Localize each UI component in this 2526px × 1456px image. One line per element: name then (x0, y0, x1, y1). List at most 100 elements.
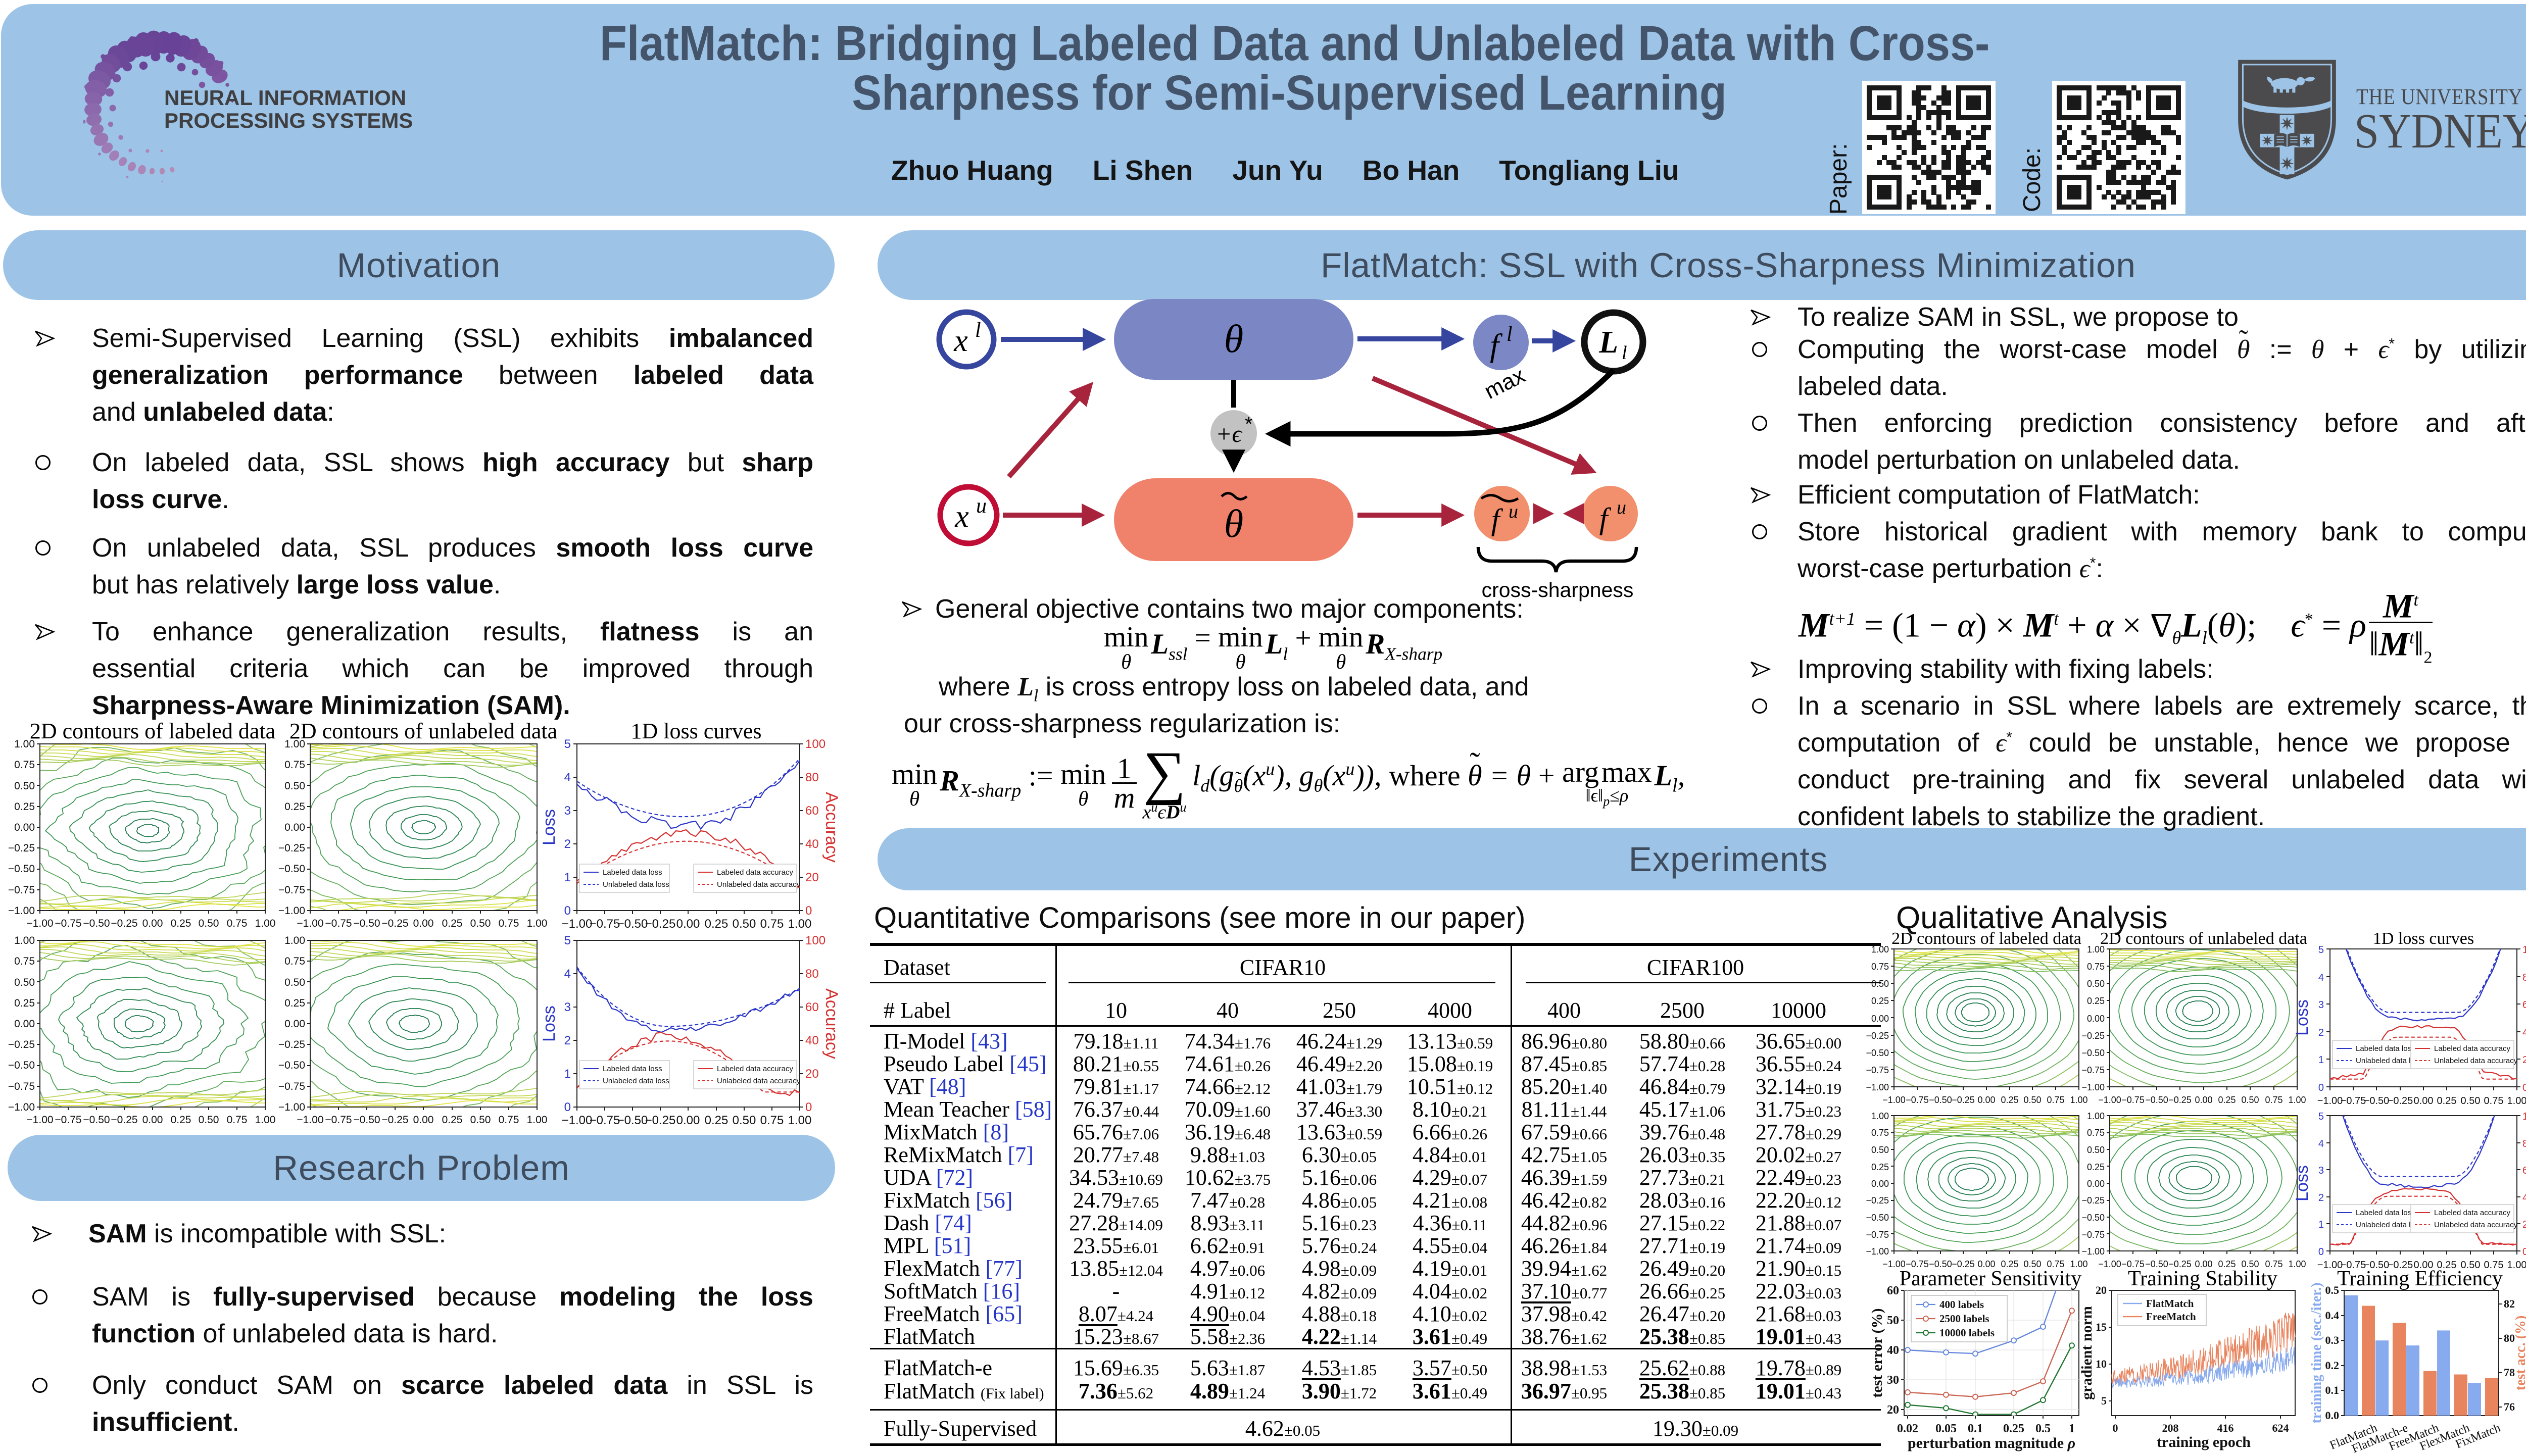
svg-text:Labeled data loss: Labeled data loss (603, 1065, 662, 1073)
svg-text:Labeled data accuracy: Labeled data accuracy (2434, 1044, 2510, 1053)
svg-text:624: 624 (2272, 1422, 2289, 1434)
svg-text:0.25: 0.25 (705, 917, 728, 931)
svg-text:−1.00: −1.00 (2317, 1260, 2343, 1271)
svg-text:60: 60 (805, 1000, 819, 1014)
svg-text:θ: θ (1224, 317, 1243, 361)
svg-text:0: 0 (805, 904, 812, 918)
svg-text:0.0: 0.0 (2325, 1409, 2340, 1422)
svg-text:0.25: 0.25 (171, 918, 191, 929)
svg-text:0.75: 0.75 (2265, 1095, 2282, 1105)
svg-text:Loss: Loss (540, 809, 559, 845)
svg-text:−1.00: −1.00 (1882, 1259, 1906, 1269)
svg-text:0.25: 0.25 (1871, 996, 1889, 1006)
svg-text:Unlabeled data accuracy: Unlabeled data accuracy (2434, 1221, 2518, 1229)
svg-text:0: 0 (805, 1100, 812, 1114)
svg-text:0.50: 0.50 (199, 918, 219, 929)
svg-text:80: 80 (805, 771, 819, 784)
svg-text:−1.00: −1.00 (1882, 1095, 1906, 1105)
svg-text:FreeMatch: FreeMatch (2146, 1311, 2196, 1323)
svg-text:0.50: 0.50 (14, 780, 35, 792)
svg-text:0.25: 0.25 (2437, 1260, 2457, 1271)
svg-text:Unlabeled data loss: Unlabeled data loss (603, 1077, 669, 1085)
svg-text:Loss: Loss (2293, 1165, 2312, 1201)
svg-text:−1.00: −1.00 (8, 905, 35, 917)
svg-text:−1.00: −1.00 (8, 1101, 35, 1113)
svg-text:−1.00: −1.00 (2081, 1246, 2105, 1257)
svg-text:0.00: 0.00 (2195, 1259, 2212, 1269)
svg-text:−0.75: −0.75 (325, 1114, 352, 1126)
svg-text:0.00: 0.00 (142, 1114, 163, 1126)
svg-text:0.50: 0.50 (1871, 1145, 1889, 1155)
svg-text:Labeled data accuracy: Labeled data accuracy (717, 1065, 793, 1073)
svg-text:Unlabeled data accuracy: Unlabeled data accuracy (717, 880, 801, 889)
svg-text:0.1: 0.1 (2325, 1384, 2340, 1396)
svg-text:−0.25: −0.25 (381, 918, 408, 929)
svg-text:−0.25: −0.25 (8, 1039, 35, 1050)
svg-text:−0.75: −0.75 (1866, 1230, 1889, 1240)
svg-text:0.50: 0.50 (2023, 1095, 2041, 1105)
svg-text:0.25: 0.25 (284, 997, 305, 1009)
svg-text:80: 80 (2522, 972, 2526, 983)
svg-text:gradient norm: gradient norm (2078, 1306, 2095, 1400)
svg-text:0.75: 0.75 (284, 759, 305, 771)
svg-text:0.25: 0.25 (2218, 1259, 2236, 1269)
svg-text:−0.50: −0.50 (1866, 1213, 1889, 1223)
svg-text:0.00: 0.00 (284, 1018, 305, 1030)
svg-text:0.00: 0.00 (2087, 1179, 2105, 1189)
svg-text:Unlabeled data loss: Unlabeled data loss (603, 880, 669, 889)
svg-text:0.00: 0.00 (676, 1114, 700, 1127)
svg-text:0.25: 0.25 (2001, 1259, 2018, 1269)
svg-text:−0.75: −0.75 (2121, 1259, 2145, 1269)
svg-text:60: 60 (1887, 1284, 1899, 1297)
svg-text:u: u (976, 494, 987, 518)
svg-text:1.00: 1.00 (527, 1114, 548, 1126)
svg-text:0.00: 0.00 (1871, 1179, 1889, 1189)
svg-text:1: 1 (2318, 1219, 2324, 1230)
svg-text:−0.75: −0.75 (2341, 1260, 2366, 1271)
svg-text:0.50: 0.50 (2087, 979, 2105, 989)
svg-text:0.25: 0.25 (705, 1114, 728, 1127)
svg-text:0.75: 0.75 (2265, 1259, 2282, 1269)
svg-text:0.5: 0.5 (2035, 1422, 2051, 1435)
svg-text:78: 78 (2504, 1366, 2515, 1379)
svg-text:0.50: 0.50 (199, 1114, 219, 1126)
svg-text:−0.75: −0.75 (325, 918, 352, 929)
svg-text:0.75: 0.75 (284, 956, 305, 967)
svg-text:0.00: 0.00 (2414, 1260, 2434, 1271)
svg-text:208: 208 (2162, 1422, 2179, 1434)
svg-text:−0.75: −0.75 (55, 1114, 81, 1126)
svg-text:30: 30 (1887, 1374, 1899, 1387)
svg-text:0.75: 0.75 (2047, 1259, 2064, 1269)
svg-text:−0.75: −0.75 (1866, 1065, 1889, 1075)
svg-text:1.00: 1.00 (2070, 1095, 2087, 1105)
svg-text:100: 100 (2522, 1111, 2526, 1122)
svg-text:0.75: 0.75 (499, 1114, 519, 1126)
svg-text:0.75: 0.75 (227, 1114, 248, 1126)
svg-text:100: 100 (805, 737, 825, 751)
svg-text:−0.75: −0.75 (1906, 1259, 1929, 1269)
svg-text:60: 60 (805, 804, 819, 818)
svg-text:0.25: 0.25 (2087, 996, 2105, 1006)
svg-text:Labeled data loss: Labeled data loss (2356, 1044, 2415, 1053)
svg-text:80: 80 (805, 967, 819, 981)
svg-text:0.02: 0.02 (1897, 1422, 1918, 1435)
svg-text:0.25: 0.25 (442, 918, 463, 929)
svg-text:0.25: 0.25 (171, 1114, 191, 1126)
svg-text:4: 4 (564, 967, 571, 981)
svg-text:−0.50: −0.50 (353, 1114, 380, 1126)
svg-text:1.00: 1.00 (2288, 1095, 2306, 1105)
svg-text:0: 0 (2318, 1082, 2324, 1093)
svg-text:−1.00: −1.00 (1866, 1082, 1889, 1092)
svg-text:0.25: 0.25 (442, 1114, 463, 1126)
svg-text:0.2: 0.2 (2325, 1359, 2340, 1372)
svg-text:−1.00: −1.00 (278, 905, 305, 917)
svg-text:0.50: 0.50 (284, 780, 305, 792)
svg-text:2: 2 (564, 1034, 571, 1047)
svg-text:−0.75: −0.75 (2121, 1095, 2145, 1105)
svg-text:−0.25: −0.25 (2081, 1195, 2105, 1206)
svg-text:0: 0 (2522, 1246, 2526, 1258)
svg-text:0.75: 0.75 (1871, 1128, 1889, 1138)
svg-text:0.25: 0.25 (2001, 1095, 2018, 1105)
svg-text:Unlabeled data accuracy: Unlabeled data accuracy (2434, 1057, 2518, 1065)
svg-text:test acc. (%): test acc. (%) (2513, 1316, 2526, 1390)
